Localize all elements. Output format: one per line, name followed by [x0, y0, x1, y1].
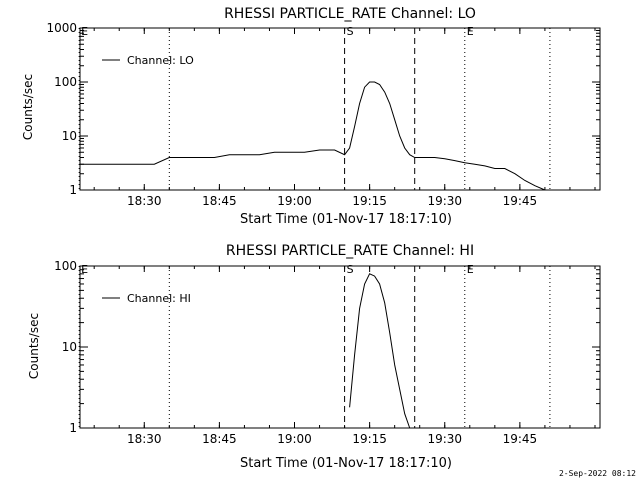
chart-title: RHESSI PARTICLE_RATE Channel: HI	[226, 243, 474, 259]
y-axis-label: Counts/sec	[27, 313, 41, 379]
series-line	[349, 273, 411, 429]
y-tick-label: 10	[62, 129, 77, 143]
x-tick-label: 18:30	[127, 194, 162, 208]
footer-timestamp: 2-Sep-2022 08:12	[558, 469, 636, 478]
y-tick-label: 1	[69, 183, 77, 197]
time-marker-label: E	[81, 263, 88, 276]
x-tick-label: 18:45	[202, 194, 237, 208]
time-marker-label: E	[81, 25, 88, 38]
y-axis-label: Counts/sec	[21, 74, 35, 140]
x-tick-label: 19:30	[427, 194, 462, 208]
y-tick-label: 100	[54, 75, 77, 89]
x-axis-label: Start Time (01-Nov-17 18:17:10)	[240, 212, 452, 227]
y-tick-label: 10	[62, 340, 77, 354]
y-tick-label: 1000	[46, 21, 77, 35]
x-tick-label: 18:30	[127, 432, 162, 446]
series-line	[79, 81, 546, 191]
legend-label: Channel: LO	[127, 54, 194, 67]
time-marker-label: S	[347, 263, 354, 276]
x-tick-label: 19:00	[277, 194, 312, 208]
y-tick-label: 100	[54, 259, 77, 273]
x-tick-label: 19:45	[503, 194, 538, 208]
x-tick-label: 19:00	[277, 432, 312, 446]
time-marker-label: E	[467, 25, 474, 38]
chart-title: RHESSI PARTICLE_RATE Channel: LO	[224, 6, 476, 22]
chart-hi: RHESSI PARTICLE_RATE Channel: HI Counts/…	[27, 243, 601, 471]
time-marker-label: S	[347, 25, 354, 38]
x-tick-label: 19:15	[352, 432, 387, 446]
legend-label: Channel: HI	[127, 292, 191, 305]
x-tick-label: 18:45	[202, 432, 237, 446]
chart-lo: RHESSI PARTICLE_RATE Channel: LO Counts/…	[21, 6, 601, 227]
y-tick-label: 1	[69, 421, 77, 435]
x-axis-label: Start Time (01-Nov-17 18:17:10)	[240, 456, 452, 471]
plot-frame	[79, 265, 601, 429]
time-marker-label: E	[467, 263, 474, 276]
x-tick-label: 19:15	[352, 194, 387, 208]
x-tick-label: 19:45	[503, 432, 538, 446]
x-tick-label: 19:30	[427, 432, 462, 446]
plot-frame	[79, 27, 601, 191]
